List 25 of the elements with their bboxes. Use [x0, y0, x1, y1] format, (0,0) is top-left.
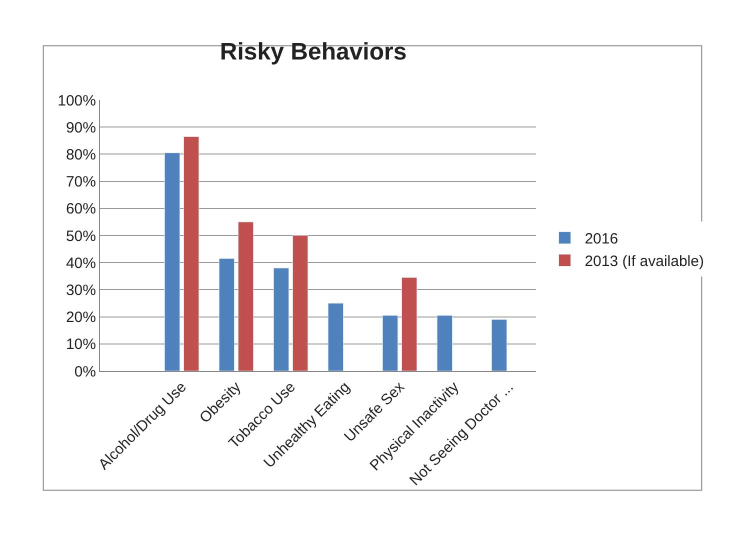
bar — [218, 258, 235, 371]
bar — [491, 319, 508, 371]
y-tick-label: 100% — [58, 92, 96, 110]
y-tick-label: 20% — [66, 309, 96, 326]
bar — [382, 315, 398, 371]
bar — [292, 235, 308, 371]
y-tick-label: 60% — [66, 200, 96, 218]
y-tick-label: 30% — [66, 282, 96, 299]
y-tick-label: 80% — [66, 146, 96, 164]
legend-label: 2013 (If available) — [584, 253, 704, 270]
bar — [238, 222, 254, 371]
legend-label: 2016 — [584, 230, 618, 248]
y-tick-label: 10% — [66, 336, 96, 354]
chart-title: Risky Behaviors — [220, 38, 407, 66]
bar — [401, 277, 418, 371]
y-tick-label: 40% — [66, 254, 96, 272]
bar — [328, 303, 344, 371]
y-tick-label: 90% — [66, 119, 96, 136]
bar — [164, 152, 180, 371]
y-tick-label: 50% — [66, 228, 96, 245]
bar — [436, 315, 453, 371]
bar — [273, 268, 290, 371]
bar — [183, 136, 200, 371]
y-tick-label: 0% — [74, 363, 96, 380]
y-tick-label: 70% — [66, 174, 96, 191]
